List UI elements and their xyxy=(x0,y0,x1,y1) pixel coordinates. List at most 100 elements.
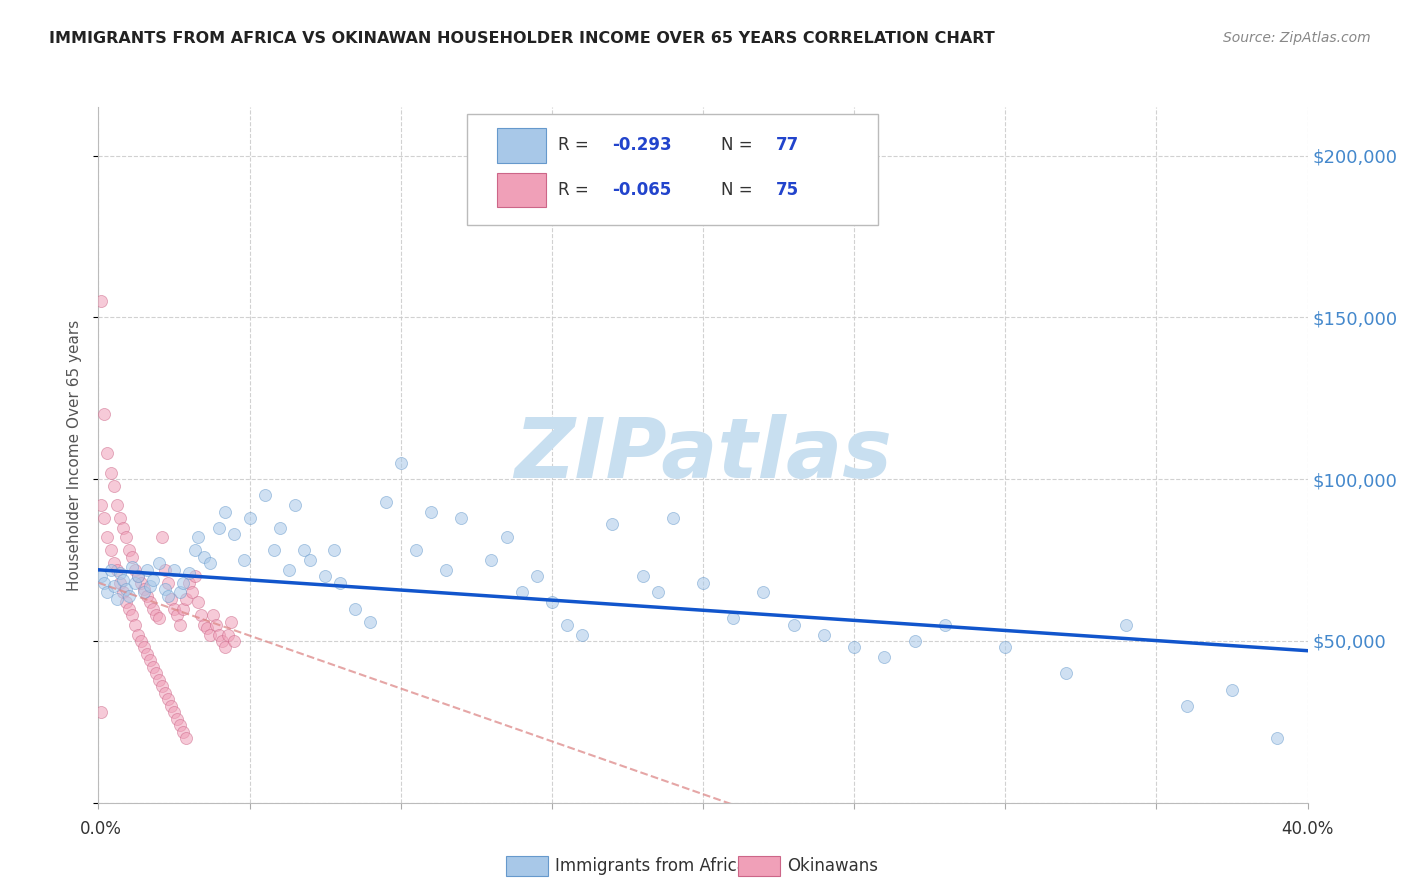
Point xyxy=(127,569,149,583)
Point xyxy=(124,617,146,632)
Point xyxy=(190,608,212,623)
Text: 40.0%: 40.0% xyxy=(1281,820,1334,838)
Text: R =: R = xyxy=(558,181,593,199)
Point xyxy=(329,575,352,590)
Point xyxy=(844,640,866,655)
Point xyxy=(93,408,115,422)
Point xyxy=(127,627,149,641)
Point xyxy=(434,563,457,577)
Point xyxy=(96,531,118,545)
Point xyxy=(1054,666,1077,681)
Point xyxy=(602,517,624,532)
Point xyxy=(121,608,143,623)
Point xyxy=(187,531,209,545)
Text: -0.065: -0.065 xyxy=(613,181,672,199)
Point xyxy=(253,488,276,502)
Point xyxy=(510,585,533,599)
Point xyxy=(179,566,201,580)
Point xyxy=(208,521,231,535)
Point xyxy=(127,569,149,583)
Text: 75: 75 xyxy=(776,181,799,199)
Point xyxy=(277,563,299,577)
Point xyxy=(93,511,115,525)
Point xyxy=(111,573,134,587)
Point xyxy=(224,634,246,648)
Point xyxy=(148,557,170,571)
Point xyxy=(124,563,146,577)
Point xyxy=(314,569,336,583)
Text: R =: R = xyxy=(558,136,593,154)
Point xyxy=(662,511,685,525)
Point xyxy=(156,589,179,603)
Point xyxy=(105,591,128,606)
Point xyxy=(195,621,218,635)
Point xyxy=(100,563,122,577)
Point xyxy=(105,563,128,577)
Text: ZIPatlas: ZIPatlas xyxy=(515,415,891,495)
Point xyxy=(156,692,179,706)
Point xyxy=(103,478,125,492)
Point xyxy=(121,549,143,564)
Point xyxy=(495,531,517,545)
Point xyxy=(114,582,136,597)
Point xyxy=(121,559,143,574)
Point xyxy=(135,563,157,577)
FancyBboxPatch shape xyxy=(467,114,879,226)
Point xyxy=(269,521,291,535)
Point xyxy=(169,617,191,632)
Point xyxy=(284,498,307,512)
Point xyxy=(172,601,194,615)
Point xyxy=(184,569,207,583)
Text: 77: 77 xyxy=(776,136,799,154)
Point xyxy=(217,627,239,641)
Point xyxy=(1115,617,1137,632)
Point xyxy=(202,608,225,623)
Point xyxy=(118,589,141,603)
Point xyxy=(153,686,176,700)
Text: N =: N = xyxy=(721,181,758,199)
Point xyxy=(124,575,146,590)
Point xyxy=(90,498,112,512)
Point xyxy=(374,495,396,509)
Point xyxy=(232,553,254,567)
Point xyxy=(323,543,346,558)
Text: Okinawans: Okinawans xyxy=(787,857,879,875)
FancyBboxPatch shape xyxy=(498,128,546,162)
Point xyxy=(103,557,125,571)
Point xyxy=(934,617,956,632)
Point xyxy=(148,673,170,687)
Text: IMMIGRANTS FROM AFRICA VS OKINAWAN HOUSEHOLDER INCOME OVER 65 YEARS CORRELATION : IMMIGRANTS FROM AFRICA VS OKINAWAN HOUSE… xyxy=(49,31,995,46)
Point xyxy=(135,647,157,661)
Point xyxy=(181,585,204,599)
Point xyxy=(139,579,162,593)
Point xyxy=(873,650,896,665)
Point xyxy=(90,705,112,719)
Point xyxy=(692,575,714,590)
Point xyxy=(163,563,186,577)
Point xyxy=(344,601,367,615)
Point xyxy=(100,543,122,558)
Point xyxy=(420,504,443,518)
Point xyxy=(481,553,503,567)
Point xyxy=(160,698,183,713)
Point xyxy=(200,627,222,641)
Point xyxy=(114,531,136,545)
Point xyxy=(172,724,194,739)
Point xyxy=(118,601,141,615)
Point xyxy=(166,712,188,726)
Point xyxy=(221,615,243,629)
Point xyxy=(205,617,228,632)
Point xyxy=(135,589,157,603)
Point xyxy=(129,575,152,590)
Point xyxy=(405,543,427,558)
Point xyxy=(153,563,176,577)
Point xyxy=(292,543,315,558)
Point xyxy=(153,582,176,597)
Point xyxy=(1175,698,1198,713)
Point xyxy=(174,731,197,745)
Point xyxy=(174,591,197,606)
Point xyxy=(450,511,472,525)
Point xyxy=(169,585,191,599)
Point xyxy=(540,595,562,609)
Point xyxy=(224,527,246,541)
